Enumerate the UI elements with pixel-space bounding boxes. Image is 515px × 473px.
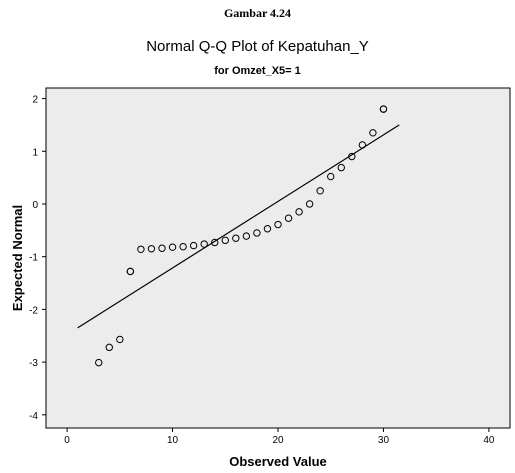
y-tick-label: -1 <box>29 253 38 264</box>
y-tick-label: -3 <box>29 358 38 369</box>
data-point <box>221 236 229 245</box>
x-axis-title: Observed Value <box>229 454 327 469</box>
data-point <box>189 241 198 250</box>
data-point <box>168 243 177 251</box>
y-tick-label: -4 <box>29 411 38 422</box>
data-point <box>253 229 261 237</box>
data-point <box>105 343 113 352</box>
data-point <box>358 141 367 149</box>
x-axis-ticks: 0 10 20 30 40 <box>64 428 495 446</box>
data-point <box>158 244 166 252</box>
data-point <box>179 242 187 251</box>
x-tick-label: 10 <box>167 435 179 446</box>
reference-line <box>77 124 400 329</box>
data-point <box>242 232 251 240</box>
data-point <box>274 220 282 229</box>
data-point <box>316 187 324 195</box>
data-point <box>137 245 145 254</box>
data-point <box>95 358 103 367</box>
y-tick-label: 0 <box>32 200 38 211</box>
data-points <box>95 105 388 367</box>
chart-title: Normal Q-Q Plot of Kepatuhan_Y <box>146 38 369 55</box>
data-point <box>295 208 303 216</box>
y-tick-label: -2 <box>29 305 38 316</box>
data-point <box>116 335 124 344</box>
data-point <box>284 214 293 222</box>
data-point <box>305 200 314 208</box>
x-tick-label: 20 <box>272 435 284 446</box>
y-axis-title: Expected Normal <box>10 205 25 311</box>
data-point <box>200 240 208 248</box>
data-point <box>211 238 219 247</box>
data-point <box>327 172 335 181</box>
y-axis-ticks: -4 -3 -2 -1 0 1 2 <box>29 95 46 422</box>
data-point <box>263 225 272 233</box>
data-point <box>369 129 377 137</box>
plot-area <box>45 87 511 429</box>
x-tick-label: 40 <box>483 435 495 446</box>
data-point <box>337 163 345 172</box>
data-point <box>348 152 356 161</box>
data-point <box>126 267 135 276</box>
data-point <box>147 245 156 253</box>
y-tick-label: 1 <box>32 147 38 158</box>
x-tick-label: 30 <box>378 435 390 446</box>
data-point <box>379 105 388 113</box>
x-tick-label: 0 <box>64 435 70 446</box>
y-tick-label: 2 <box>32 95 38 106</box>
data-point <box>232 234 240 242</box>
chart-subtitle: for Omzet_X5= 1 <box>214 65 301 77</box>
figure-caption: Gambar 4.24 <box>223 6 292 20</box>
